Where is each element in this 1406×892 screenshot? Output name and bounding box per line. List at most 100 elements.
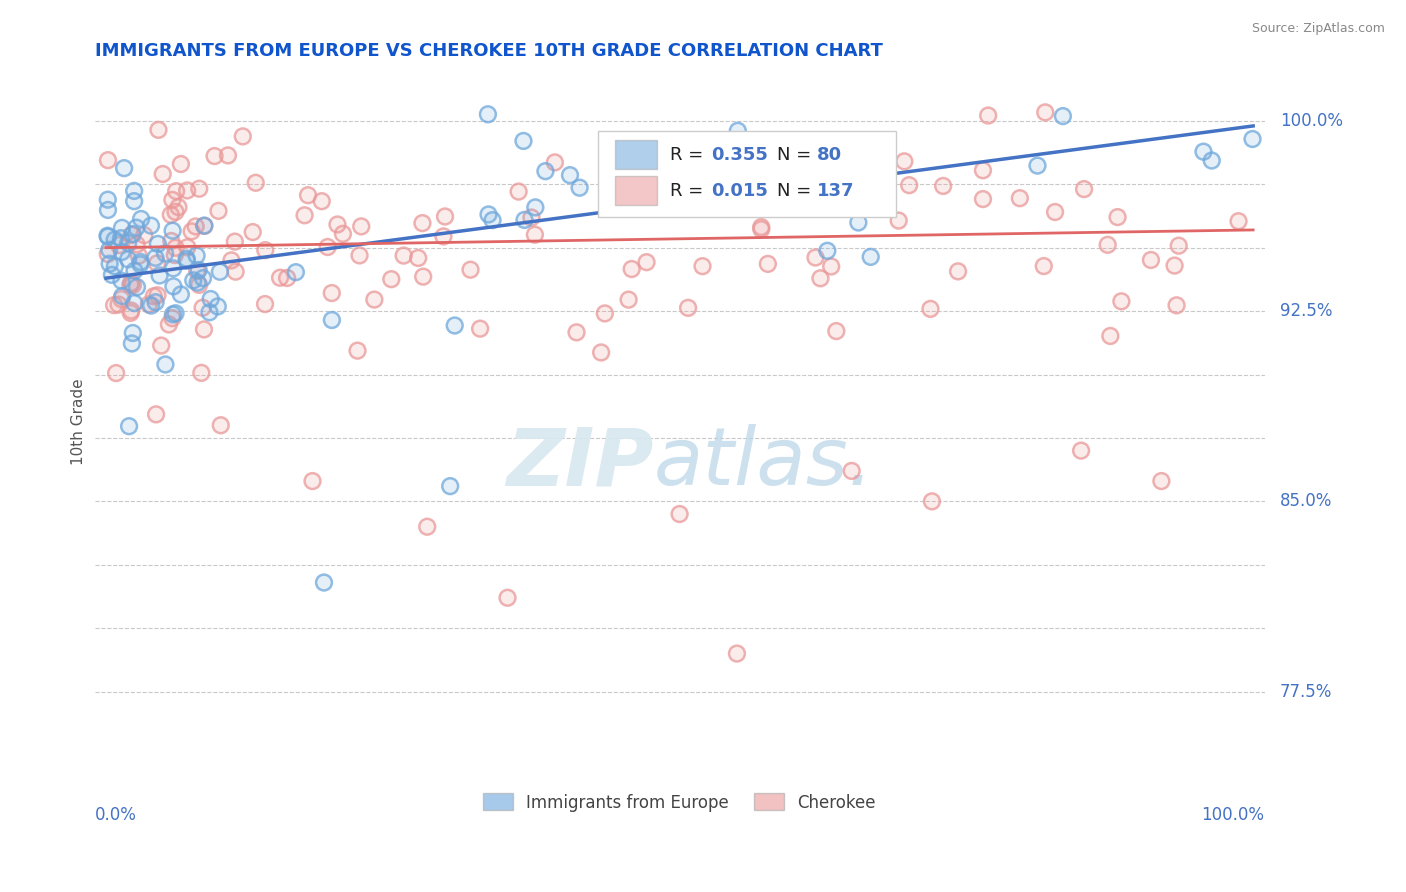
Point — [841, 157, 863, 171]
Point — [96, 228, 118, 243]
Point — [523, 227, 546, 242]
Point — [659, 148, 682, 162]
Point — [117, 252, 139, 267]
Point — [820, 260, 842, 274]
Point — [191, 301, 214, 315]
Point — [111, 220, 134, 235]
Point — [148, 268, 170, 283]
Point — [108, 238, 131, 252]
Point — [193, 219, 215, 233]
Point — [349, 248, 371, 262]
Point — [129, 211, 152, 226]
Y-axis label: 10th Grade: 10th Grade — [72, 378, 86, 465]
Point — [148, 123, 170, 137]
Point — [350, 219, 373, 234]
Point — [162, 193, 184, 207]
Point — [477, 107, 499, 121]
Point — [111, 244, 134, 259]
Point — [142, 289, 165, 303]
Point — [145, 251, 167, 265]
Point — [1099, 329, 1122, 343]
Point — [512, 134, 534, 148]
Point — [209, 418, 232, 433]
Point — [972, 192, 994, 206]
Point — [508, 185, 530, 199]
Point — [346, 343, 368, 358]
Point — [769, 199, 792, 213]
Point — [1052, 109, 1074, 123]
Text: N =: N = — [776, 145, 817, 164]
Point — [617, 293, 640, 307]
Point — [217, 148, 239, 162]
Point — [138, 297, 160, 311]
Point — [460, 262, 482, 277]
Text: 85.0%: 85.0% — [1279, 492, 1333, 510]
Point — [972, 163, 994, 178]
Point — [163, 248, 186, 262]
Point — [1026, 159, 1049, 173]
Point — [977, 109, 1000, 123]
Point — [565, 326, 588, 340]
Point — [170, 287, 193, 301]
Point — [321, 286, 343, 301]
Point — [217, 148, 239, 162]
Text: 100.0%: 100.0% — [1202, 805, 1264, 824]
Point — [98, 257, 121, 271]
Point — [921, 494, 943, 508]
Point — [191, 301, 214, 315]
Point — [520, 211, 543, 225]
Point — [187, 263, 209, 277]
Point — [129, 211, 152, 226]
Point — [232, 129, 254, 144]
Point — [254, 297, 277, 311]
Point — [141, 299, 163, 313]
Point — [568, 180, 591, 194]
Text: ZIP: ZIP — [506, 424, 654, 502]
Point — [841, 464, 863, 478]
FancyBboxPatch shape — [598, 130, 896, 217]
Point — [617, 293, 640, 307]
Point — [866, 170, 889, 185]
Point — [893, 154, 915, 169]
Point — [97, 202, 120, 217]
Point — [1032, 259, 1054, 273]
Point — [1073, 182, 1095, 196]
Point — [756, 257, 779, 271]
Point — [153, 246, 176, 260]
Text: 137: 137 — [817, 182, 853, 200]
Point — [1097, 237, 1119, 252]
Point — [1140, 252, 1163, 267]
Point — [520, 211, 543, 225]
Point — [755, 162, 778, 177]
Point — [477, 207, 499, 221]
Point — [534, 164, 557, 178]
Point — [412, 269, 434, 284]
Point — [198, 305, 221, 319]
Text: N =: N = — [776, 182, 817, 200]
Point — [276, 271, 298, 285]
Point — [439, 479, 461, 493]
Point — [162, 307, 184, 321]
Point — [121, 326, 143, 340]
Point — [148, 123, 170, 137]
Point — [200, 292, 222, 306]
Point — [297, 188, 319, 202]
Point — [110, 292, 132, 306]
Text: 80: 80 — [817, 145, 842, 164]
Text: Source: ZipAtlas.com: Source: ZipAtlas.com — [1251, 22, 1385, 36]
Point — [159, 208, 181, 222]
Point — [146, 256, 169, 270]
Point — [176, 240, 198, 254]
Point — [108, 238, 131, 252]
Point — [946, 264, 969, 278]
Point — [121, 227, 143, 242]
Point — [1033, 105, 1056, 120]
Point — [1070, 443, 1092, 458]
Point — [120, 306, 142, 320]
Point — [181, 273, 204, 287]
Point — [411, 216, 433, 230]
Point — [769, 199, 792, 213]
Point — [508, 185, 530, 199]
Point — [193, 219, 215, 233]
Point — [225, 265, 247, 279]
